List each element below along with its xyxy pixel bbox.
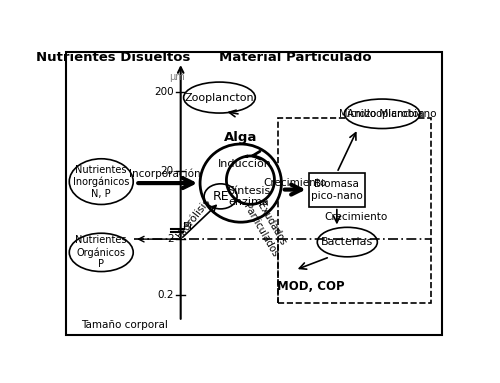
Text: Inducción: Inducción [218,159,272,169]
Text: Nutrientes Disueltos: Nutrientes Disueltos [36,51,190,64]
Text: Pi: Pi [182,222,192,232]
Text: Anillo Microbiano: Anillo Microbiano [347,109,436,119]
Text: μm: μm [169,72,184,82]
Text: Incorporación: Incorporación [130,169,201,180]
Text: Zooplancton: Zooplancton [184,93,254,103]
Text: Hidrólisis: Hidrólisis [175,196,212,241]
Text: 0.2: 0.2 [157,290,174,300]
Text: Exudados
Particulados: Exudados Particulados [242,196,290,259]
Text: 20: 20 [160,166,173,176]
FancyBboxPatch shape [308,173,365,207]
Ellipse shape [70,159,133,205]
Text: RE: RE [212,190,229,203]
Ellipse shape [70,233,133,272]
Text: Alga: Alga [224,131,258,144]
Text: Material Particulado: Material Particulado [218,51,372,64]
Text: MOD, COP: MOD, COP [276,280,344,293]
Text: Síntesis
enzima: Síntesis enzima [227,186,270,207]
Ellipse shape [204,184,237,209]
Text: Bacterias: Bacterias [321,237,374,247]
Text: 2: 2 [167,234,173,244]
Text: Tamaño corporal: Tamaño corporal [81,320,168,330]
Text: Microzooplancton: Microzooplancton [340,109,425,119]
Ellipse shape [200,144,281,222]
Text: Biomasa
pico-nano: Biomasa pico-nano [311,179,362,201]
Ellipse shape [318,228,378,257]
Ellipse shape [184,82,256,113]
Text: Crecimiento: Crecimiento [324,212,388,222]
Text: 200: 200 [154,87,174,97]
Text: Nutrientes
Inorgánicos
N, P: Nutrientes Inorgánicos N, P [73,165,130,198]
Ellipse shape [344,99,420,129]
Text: Crecimiento: Crecimiento [264,178,326,188]
Text: Nutrientes
Orgánicos
P: Nutrientes Orgánicos P [76,236,127,269]
